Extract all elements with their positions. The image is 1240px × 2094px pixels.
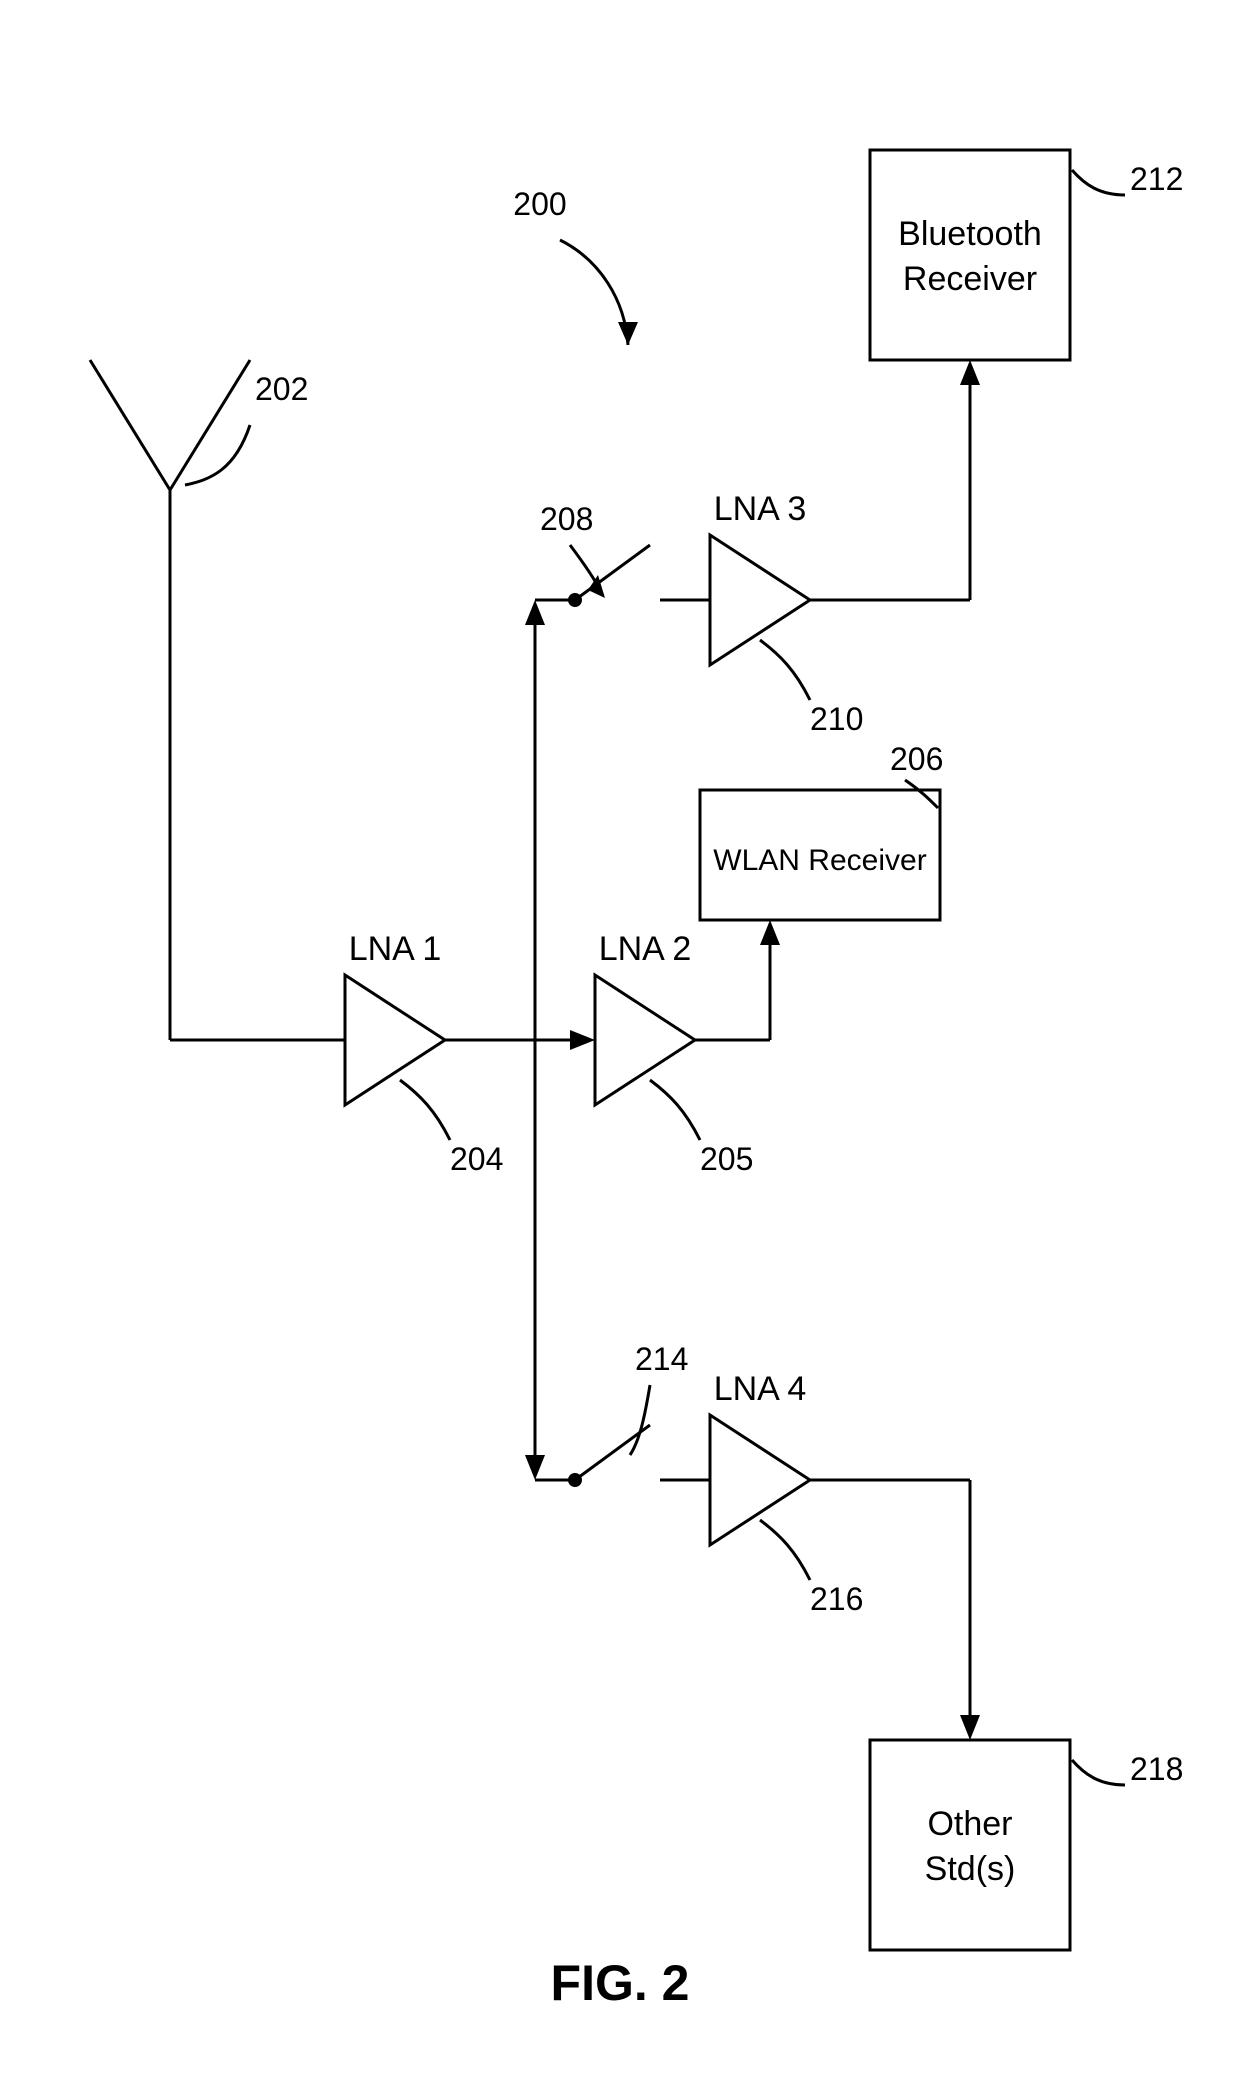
- lna2-ref: 205: [700, 1141, 753, 1177]
- lna2-label: LNA 2: [599, 930, 692, 968]
- bluetooth-label-1: Bluetooth: [898, 215, 1042, 253]
- lna1-label: LNA 1: [349, 930, 442, 968]
- switch-arm: [575, 545, 650, 600]
- other-label-1: Other: [927, 1805, 1012, 1843]
- arrowhead: [960, 360, 980, 385]
- switch-bot-leader: [630, 1385, 650, 1455]
- lna4-ref: 216: [810, 1581, 863, 1617]
- lna3-label: LNA 3: [714, 490, 807, 528]
- other-ref-leader: [1072, 1760, 1125, 1785]
- antenna-icon: [90, 360, 250, 1040]
- figure-label: FIG. 2: [551, 1955, 690, 2011]
- lna3-ref-leader: [760, 640, 810, 700]
- arrowhead: [960, 1715, 980, 1740]
- lna4-label: LNA 4: [714, 1370, 807, 1408]
- wlan-ref-leader: [905, 780, 938, 808]
- bluetooth-ref: 212: [1130, 161, 1183, 197]
- lna4-amp-icon: [710, 1415, 810, 1545]
- system-ref-leader: [560, 240, 628, 345]
- lna3-ref: 210: [810, 701, 863, 737]
- lna1-ref-leader: [400, 1080, 450, 1140]
- bluetooth-label-2: Receiver: [903, 260, 1037, 298]
- arrowhead: [525, 1455, 545, 1480]
- other-label-2: Std(s): [925, 1850, 1016, 1888]
- bt-ref-leader: [1072, 170, 1125, 195]
- bluetooth-receiver-box: [870, 150, 1070, 360]
- lna4-ref-leader: [760, 1520, 810, 1580]
- lna1-amp-icon: [345, 975, 445, 1105]
- switch-top-ref: 208: [540, 501, 593, 537]
- block-diagram: 200 202 LNA 1 204 208 214 L: [0, 0, 1240, 2094]
- wlan-ref: 206: [890, 741, 943, 777]
- arrowhead: [525, 600, 545, 625]
- lna2-amp-icon: [595, 975, 695, 1105]
- system-ref: 200: [513, 186, 566, 222]
- antenna-ref: 202: [255, 371, 308, 407]
- arrowhead: [618, 322, 638, 345]
- arrowhead: [760, 920, 780, 945]
- lna3-amp-icon: [710, 535, 810, 665]
- switch-bot-ref: 214: [635, 1341, 688, 1377]
- arrowhead: [570, 1030, 595, 1050]
- wlan-label: WLAN Receiver: [713, 844, 926, 877]
- other-ref: 218: [1130, 1751, 1183, 1787]
- lna2-ref-leader: [650, 1080, 700, 1140]
- other-std-box: [870, 1740, 1070, 1950]
- antenna-ref-leader: [185, 425, 250, 485]
- lna1-ref: 204: [450, 1141, 503, 1177]
